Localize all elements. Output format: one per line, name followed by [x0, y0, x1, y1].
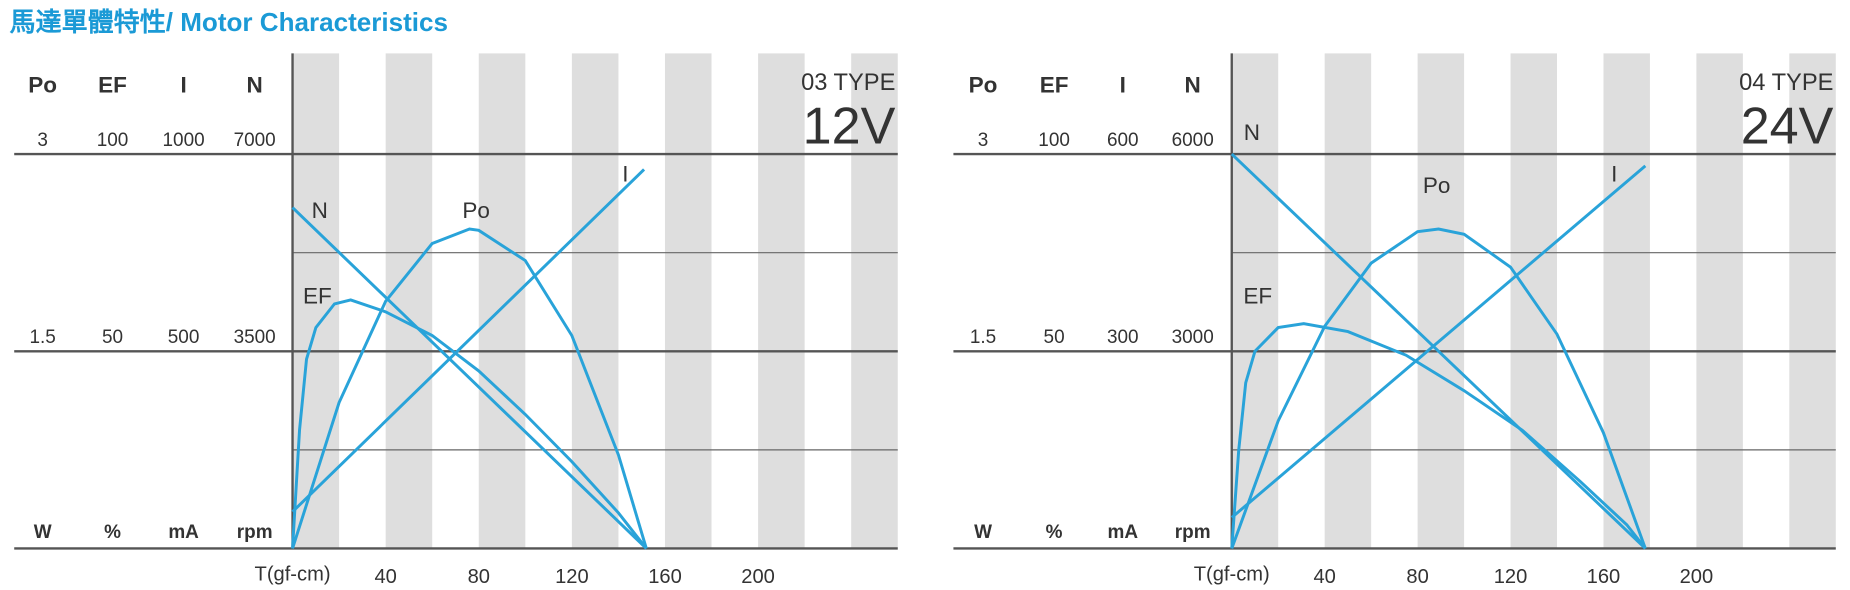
x-tick-label: 160	[648, 566, 682, 588]
stripe	[1231, 53, 1279, 549]
y-tick-label: 3500	[234, 327, 276, 348]
curve-label: Po	[1423, 173, 1451, 198]
x-tick-label: 160	[1587, 566, 1621, 588]
x-tick-label: 80	[468, 566, 490, 588]
y-tick-label: 50	[102, 327, 123, 348]
curve-label: EF	[1243, 283, 1272, 308]
voltage-label: 24V	[1741, 97, 1834, 155]
y-tick-label: 1000	[163, 130, 205, 151]
y-tick-label: 3	[37, 130, 48, 151]
curve	[1230, 322, 1647, 550]
stripe	[571, 53, 619, 549]
page-title: 馬達單體特性/ Motor Characteristics	[9, 7, 448, 37]
stripe	[1603, 53, 1650, 549]
x-tick-label: 120	[555, 566, 589, 588]
column-header: EF	[98, 72, 127, 97]
stripe	[292, 53, 340, 549]
curve	[291, 168, 646, 513]
x-axis-label: T(gf-cm)	[1194, 563, 1270, 585]
stripe	[664, 53, 712, 549]
column-header: Po	[969, 72, 998, 97]
column-unit: %	[104, 522, 121, 543]
column-unit: mA	[1108, 522, 1139, 543]
column-header: N	[1185, 72, 1201, 97]
stripe	[851, 53, 898, 549]
y-tick-label: 1.5	[970, 327, 996, 348]
stripe	[1324, 53, 1372, 549]
x-tick-label: 80	[1406, 566, 1428, 588]
y-tick-label: 100	[97, 130, 129, 151]
x-tick-label: 40	[1313, 566, 1335, 588]
y-tick-label: 100	[1038, 130, 1070, 151]
column-header: N	[247, 72, 263, 97]
stripe	[1789, 53, 1836, 549]
curve	[1230, 164, 1647, 519]
voltage-label: 12V	[803, 97, 896, 155]
column-header: EF	[1040, 72, 1069, 97]
curve	[291, 227, 648, 549]
column-unit: W	[34, 522, 52, 543]
column-unit: mA	[168, 522, 199, 543]
column-unit: %	[1046, 522, 1063, 543]
y-tick-label: 6000	[1172, 130, 1214, 151]
column-header: I	[1120, 72, 1126, 97]
y-tick-label: 7000	[234, 130, 276, 151]
curve-label: I	[1611, 161, 1617, 186]
column-unit: rpm	[237, 522, 273, 543]
column-header: Po	[28, 72, 57, 97]
y-tick-label: 3	[978, 130, 989, 151]
curve	[1230, 152, 1647, 550]
curve-label: N	[312, 198, 328, 223]
y-tick-label: 3000	[1172, 327, 1214, 348]
curve-label: I	[622, 161, 628, 186]
type-label: 04 TYPE	[1739, 70, 1833, 96]
y-tick-label: 500	[168, 327, 200, 348]
y-tick-label: 300	[1107, 327, 1139, 348]
x-tick-label: 200	[1680, 566, 1714, 588]
type-label: 03 TYPE	[801, 70, 895, 96]
y-tick-label: 600	[1107, 130, 1139, 151]
y-tick-label: 1.5	[29, 327, 55, 348]
x-tick-label: 40	[374, 566, 396, 588]
column-unit: rpm	[1175, 522, 1211, 543]
x-tick-label: 120	[1494, 566, 1528, 588]
stripe	[385, 53, 433, 549]
curve-label: N	[1244, 120, 1260, 145]
curve	[291, 206, 648, 550]
column-header: I	[180, 72, 186, 97]
x-axis-label: T(gf-cm)	[255, 563, 331, 585]
curve-label: EF	[303, 283, 332, 308]
x-tick-label: 200	[741, 566, 775, 588]
column-unit: W	[974, 522, 992, 543]
stripe	[1417, 53, 1465, 549]
stripe	[478, 53, 526, 549]
curve-label: Po	[462, 198, 490, 223]
stripe	[758, 53, 805, 549]
curve	[291, 298, 648, 550]
y-tick-label: 50	[1044, 327, 1065, 348]
curve	[1230, 227, 1647, 549]
stripe	[1696, 53, 1743, 549]
